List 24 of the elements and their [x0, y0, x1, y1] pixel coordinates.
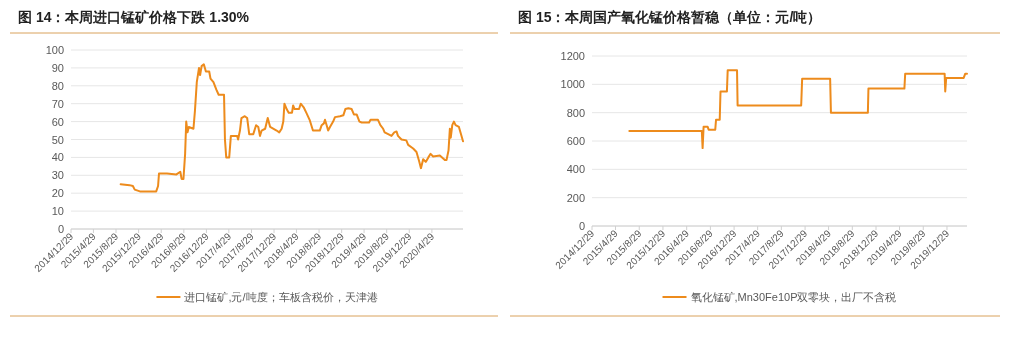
- y-tick-label: 1000: [560, 78, 585, 91]
- line-series: [119, 63, 464, 193]
- y-tick-label: 100: [45, 44, 64, 56]
- y-tick-label: 0: [57, 223, 64, 235]
- chart-title: 图 14：本周进口锰矿价格下跌 1.30%: [18, 9, 250, 25]
- y-tick-label: 400: [566, 163, 585, 176]
- y-tick-label: 30: [51, 169, 64, 182]
- y-tick-label: 200: [566, 191, 585, 204]
- y-tick-label: 1200: [560, 50, 585, 62]
- y-tick-label: 90: [51, 61, 64, 74]
- legend-label: 氧化锰矿,Mn30Fe10P双零块，出厂不含税: [690, 291, 897, 303]
- legend-label: 进口锰矿,元/吨度；车板含税价，天津港: [184, 291, 378, 303]
- y-tick-label: 60: [51, 115, 64, 128]
- chart-title: 图 15：本周国产氧化锰价格暂稳（单位：元/吨）: [518, 9, 822, 25]
- y-tick-label: 50: [51, 133, 64, 146]
- y-tick-label: 800: [566, 106, 585, 119]
- y-tick-label: 70: [51, 97, 64, 110]
- y-tick-label: 40: [51, 151, 64, 164]
- y-tick-label: 10: [51, 205, 64, 218]
- y-tick-label: 600: [566, 135, 585, 147]
- y-tick-label: 80: [51, 79, 64, 92]
- line-series: [628, 69, 968, 150]
- y-tick-label: 20: [51, 187, 64, 200]
- y-tick-label: 0: [578, 220, 585, 232]
